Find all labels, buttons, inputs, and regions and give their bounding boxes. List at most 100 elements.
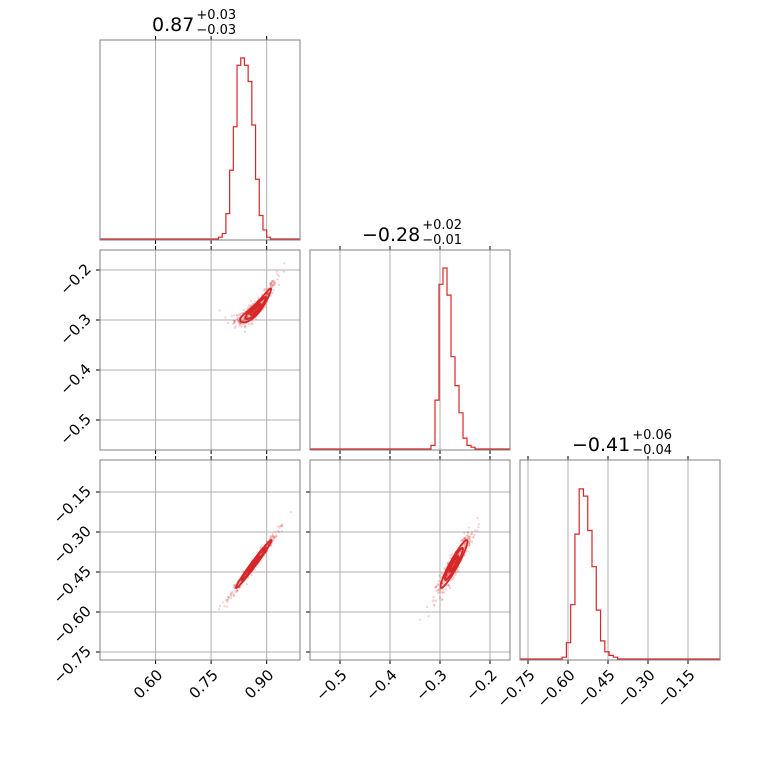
scatter-point [450,553,453,556]
scatter-point [470,540,473,543]
scatter-point [440,598,443,602]
scatter-point [229,593,232,596]
scatter-point [472,535,475,538]
scatter-point [454,573,457,577]
scatter-point [245,583,248,586]
scatter-point [452,577,455,580]
scatter-point [271,532,274,535]
scatter-point [432,595,435,599]
scatter-point [477,523,480,526]
scatter-point [472,536,475,539]
scatter-point [272,536,275,539]
x-tick-label: 0.75 [186,666,222,702]
scatter-point [464,537,467,540]
scatter-point [271,285,274,288]
scatter-point [474,529,477,532]
scatter-point [454,572,457,575]
scatter-point [467,526,471,529]
scatter-point [233,320,236,324]
scatter-point [233,314,236,317]
scatter-point [463,537,466,541]
scatter-point [275,270,278,273]
scatter-point [271,279,274,282]
scatter-point [229,592,232,595]
scatter-point [467,541,471,544]
scatter-point [233,583,236,587]
scatter-point [466,534,469,537]
scatter-point [274,535,277,538]
scatter-point [463,536,466,540]
scatter-point [269,284,272,287]
scatter-point [236,317,239,320]
scatter-point [447,572,450,575]
scatter-point [274,281,277,284]
title-plus: +0.06 [632,428,672,443]
scatter-point [457,569,460,572]
scatter-point [441,591,444,594]
x-tick-label: −0.4 [362,666,400,704]
scatter-point [442,591,446,594]
scatter-point [243,326,246,329]
scatter-point [271,535,274,538]
scatter-point [281,523,284,526]
scatter-point [434,586,437,589]
scatter-point [461,538,465,541]
scatter-point [468,543,471,546]
scatter-point [238,321,241,324]
scatter-point [242,311,245,314]
scatter-point [232,319,235,322]
title-plus: +0.03 [196,8,236,23]
scatter-point [290,510,293,514]
scatter-point [248,322,251,325]
scatter-point [272,279,275,282]
scatter-point [274,530,277,533]
scatter-point [282,270,285,273]
scatter-point [223,605,226,608]
panel-frame [309,459,511,661]
scatter-point [231,590,234,593]
scatter-point [240,312,243,315]
scatter-point [431,600,434,603]
histogram-line-hist-p2 [520,488,720,660]
scatter-point [271,534,274,537]
scatter-point [273,537,276,540]
x-tick-label: −0.45 [574,666,619,711]
contours [234,539,273,589]
scatter-point [239,323,242,326]
scatter-point [275,534,278,537]
contour-level-2 [244,295,267,320]
scatter-point [439,596,442,599]
scatter-point [442,588,445,591]
scatter-point [449,554,452,557]
scatter-point [233,326,236,329]
panel-frame [99,249,301,451]
scatter-point [271,291,274,294]
scatter-point [444,588,447,591]
scatter-point [434,586,437,589]
title-plus: +0.02 [422,218,462,233]
panel-frame [99,459,301,661]
scatter-point [257,296,260,299]
scatter-point [232,594,236,598]
contour-level-3 [239,287,273,324]
scatter-point [266,293,269,296]
x-tick-label: −0.60 [534,666,579,711]
scatter-point [272,281,275,284]
scatter-point [221,601,224,604]
scatter-point [447,583,450,587]
scatter-point [265,540,268,543]
scatter-point [246,316,249,319]
scatter-point [236,319,239,322]
scatter-point [476,516,479,520]
scatter-point [237,320,240,323]
scatter-point [277,274,280,277]
scatter-point [279,525,282,528]
scatter-point [236,589,239,592]
panel-frame [99,39,301,241]
scatter-point [468,544,471,547]
scatter-point [276,278,279,281]
scatter-point [470,531,473,534]
scatter-point [252,302,255,305]
histogram-line-hist-p1 [310,267,510,450]
